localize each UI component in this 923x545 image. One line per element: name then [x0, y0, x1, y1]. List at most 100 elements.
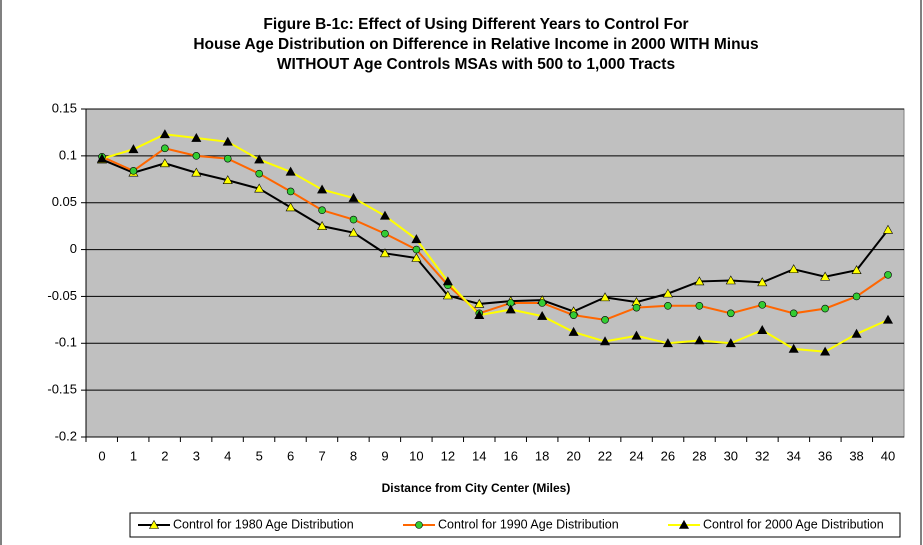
point	[254, 183, 265, 193]
x-tick-label: 12	[441, 448, 455, 463]
point	[820, 346, 831, 356]
point	[820, 271, 831, 281]
point	[317, 184, 328, 194]
legend-marker	[678, 519, 690, 529]
point	[318, 206, 326, 215]
point	[788, 264, 799, 274]
point	[192, 152, 201, 160]
point	[662, 338, 673, 348]
point	[568, 326, 579, 336]
point	[601, 316, 609, 324]
x-tick-label: 40	[881, 448, 895, 463]
point	[537, 310, 548, 320]
point	[758, 301, 767, 309]
point	[285, 166, 296, 176]
x-tick-label: 2	[161, 448, 168, 463]
point	[662, 288, 673, 298]
x-tick-label: 0	[98, 448, 105, 463]
point	[821, 304, 829, 313]
x-tick-label: 6	[287, 448, 294, 463]
x-tick-label: 14	[472, 448, 486, 463]
series-line	[101, 147, 889, 321]
point	[96, 153, 108, 163]
point	[884, 271, 892, 279]
point	[191, 167, 202, 177]
point	[254, 154, 265, 164]
x-tick-label: 28	[692, 448, 706, 463]
point	[349, 215, 358, 224]
point	[695, 301, 704, 310]
plot-area	[85, 108, 905, 438]
point	[538, 299, 546, 307]
point	[161, 144, 169, 153]
y-tick-label: -0.15	[47, 382, 77, 397]
legend-label: Control for 1990 Age Distribution	[438, 517, 619, 531]
x-tick-label: 30	[724, 448, 738, 463]
point	[379, 210, 390, 220]
x-tick-label: 36	[818, 448, 832, 463]
point	[882, 224, 894, 234]
point	[694, 335, 705, 345]
point	[632, 303, 641, 312]
point	[381, 229, 389, 238]
legend-marker	[415, 521, 423, 529]
point	[757, 277, 768, 287]
point	[852, 292, 861, 301]
point	[286, 187, 295, 196]
y-tick-label: -0.1	[55, 335, 77, 350]
point	[694, 276, 705, 286]
point	[128, 144, 139, 154]
legend	[129, 512, 901, 538]
point	[882, 314, 894, 324]
point	[757, 325, 768, 334]
point	[442, 276, 453, 286]
x-axis-title: Distance from City Center (Miles)	[382, 481, 571, 495]
point	[631, 330, 642, 340]
point	[411, 252, 422, 262]
point	[159, 129, 170, 139]
point	[222, 175, 233, 185]
point	[348, 227, 359, 237]
point	[851, 265, 862, 274]
point	[255, 169, 264, 178]
x-tick-label: 3	[193, 448, 200, 463]
point	[474, 310, 485, 319]
series-line	[101, 158, 889, 313]
x-tick-label: 24	[629, 448, 643, 463]
point	[412, 245, 421, 254]
y-tick-label: 0.05	[52, 194, 77, 209]
point	[788, 343, 799, 353]
chart-title: Figure B-1c: Effect of Using Different Y…	[193, 16, 758, 73]
x-tick-label: 7	[318, 448, 325, 463]
point	[379, 248, 390, 258]
y-tick-label: 0.1	[59, 147, 77, 162]
x-tick-label: 10	[409, 448, 423, 463]
point	[317, 221, 328, 230]
y-tick-label: -0.2	[55, 428, 77, 443]
x-tick-label: 18	[535, 448, 549, 463]
y-tick-label: -0.05	[47, 288, 77, 303]
point	[725, 338, 736, 348]
x-tick-label: 34	[786, 448, 800, 463]
x-tick-label: 20	[566, 448, 580, 463]
x-tick-label: 26	[661, 448, 675, 463]
point	[600, 292, 611, 302]
point	[664, 301, 672, 310]
x-tick-label: 32	[755, 448, 769, 463]
x-tick-label: 38	[849, 448, 863, 463]
series-line	[101, 133, 889, 353]
x-tick-label: 22	[598, 448, 612, 463]
legend-label: Control for 1980 Age Distribution	[173, 517, 354, 531]
point	[223, 154, 232, 163]
chart-title: Figure B-1c: Effect of Using Different Y…	[193, 16, 758, 73]
legend-label: Control for 2000 Age Distribution	[703, 517, 884, 531]
point	[191, 132, 202, 142]
x-tick-label: 1	[130, 448, 137, 463]
point	[285, 202, 296, 212]
point	[442, 290, 453, 300]
legend-marker	[148, 519, 160, 529]
point	[725, 275, 736, 285]
x-tick-label: 5	[256, 448, 263, 463]
point	[411, 234, 422, 244]
